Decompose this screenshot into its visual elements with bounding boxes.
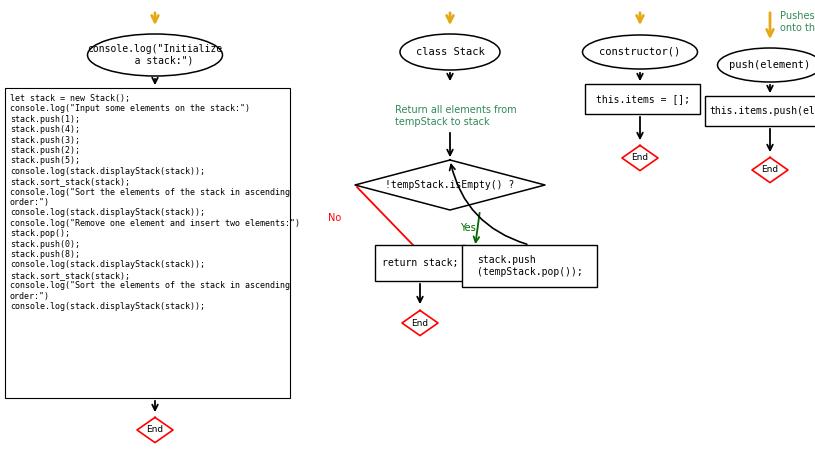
Bar (705, 96, 815, 126)
Text: Pushes an element
onto the stack: Pushes an element onto the stack (780, 11, 815, 33)
Bar (585, 84, 700, 114)
Polygon shape (355, 160, 545, 210)
Text: constructor(): constructor() (599, 47, 681, 57)
Polygon shape (622, 145, 658, 171)
Text: this.items.push(element);: this.items.push(element); (709, 106, 815, 116)
Text: End: End (761, 166, 778, 175)
Bar (5, 88, 290, 398)
Text: push(element): push(element) (729, 60, 811, 70)
Text: End: End (632, 153, 649, 162)
Text: End: End (147, 426, 164, 435)
Text: !tempStack.isEmpty() ?: !tempStack.isEmpty() ? (385, 180, 514, 190)
Bar (375, 245, 465, 281)
Polygon shape (752, 158, 788, 183)
Text: Yes: Yes (460, 223, 476, 233)
Text: stack.push
(tempStack.pop());: stack.push (tempStack.pop()); (477, 255, 583, 277)
Text: class Stack: class Stack (416, 47, 484, 57)
Text: End: End (412, 319, 429, 328)
Text: return stack;: return stack; (381, 258, 458, 268)
Polygon shape (402, 310, 438, 336)
Text: Return all elements from
tempStack to stack: Return all elements from tempStack to st… (395, 105, 517, 126)
Text: this.items = [];: this.items = []; (596, 94, 689, 104)
Text: let stack = new Stack();
console.log("Input some elements on the stack:")
stack.: let stack = new Stack(); console.log("In… (10, 94, 300, 311)
Text: console.log("Initialize
   a stack:"): console.log("Initialize a stack:") (87, 44, 222, 66)
Polygon shape (137, 418, 173, 443)
Bar (462, 245, 597, 287)
Text: No: No (328, 213, 341, 223)
